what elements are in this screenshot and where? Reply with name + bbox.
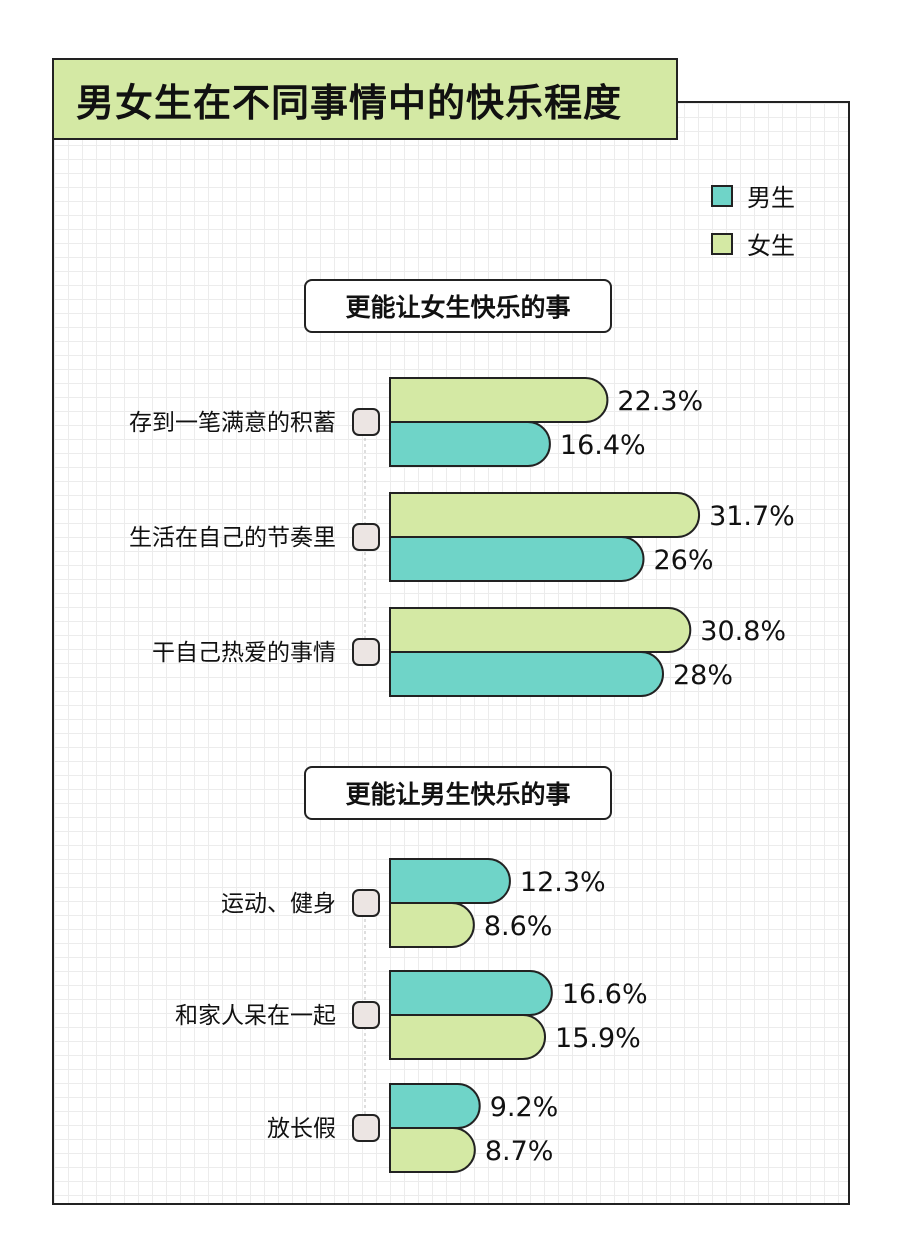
bar <box>389 858 511 904</box>
bar <box>389 607 692 653</box>
legend-label-male: 男生 <box>747 184 795 212</box>
data-label: 16.6% <box>562 979 648 1010</box>
legend-swatch-female <box>711 232 733 255</box>
bar <box>389 421 551 467</box>
bar <box>389 1127 476 1173</box>
category-label: 和家人呆在一起 <box>175 1003 336 1029</box>
data-label: 28% <box>673 660 733 691</box>
category-label: 放长假 <box>267 1116 336 1142</box>
chart-title: 男女生在不同事情中的快乐程度 <box>52 58 678 140</box>
legend-label-female: 女生 <box>747 232 795 260</box>
category-label: 生活在自己的节奏里 <box>129 525 336 551</box>
category-checkbox <box>352 889 380 917</box>
legend-item-female: 女生 <box>711 226 795 261</box>
section-header-male: 更能让男生快乐的事 <box>304 766 612 820</box>
bar <box>389 902 475 948</box>
category-checkbox <box>352 1114 380 1142</box>
bar <box>389 536 645 582</box>
bar <box>389 970 553 1016</box>
legend-swatch-male <box>711 184 733 207</box>
data-label: 8.7% <box>485 1136 554 1167</box>
section-header-female: 更能让女生快乐的事 <box>304 279 612 333</box>
data-label: 30.8% <box>700 616 786 647</box>
data-label: 22.3% <box>617 386 703 417</box>
category-checkbox <box>352 1001 380 1029</box>
bar <box>389 651 664 697</box>
category-checkbox <box>352 523 380 551</box>
category-label: 存到一笔满意的积蓄 <box>129 410 336 436</box>
bar <box>389 377 609 423</box>
bar <box>389 1014 547 1060</box>
data-label: 16.4% <box>560 430 646 461</box>
bar <box>389 492 701 538</box>
data-label: 15.9% <box>555 1023 641 1054</box>
data-label: 31.7% <box>709 501 795 532</box>
category-label: 运动、健身 <box>221 891 336 917</box>
bar <box>389 1083 481 1129</box>
data-label: 9.2% <box>490 1092 559 1123</box>
category-checkbox <box>352 638 380 666</box>
data-label: 12.3% <box>520 867 606 898</box>
data-label: 26% <box>654 545 714 576</box>
category-label: 干自己热爱的事情 <box>152 640 336 666</box>
data-label: 8.6% <box>484 911 553 942</box>
category-checkbox <box>352 408 380 436</box>
legend-item-male: 男生 <box>711 178 795 213</box>
